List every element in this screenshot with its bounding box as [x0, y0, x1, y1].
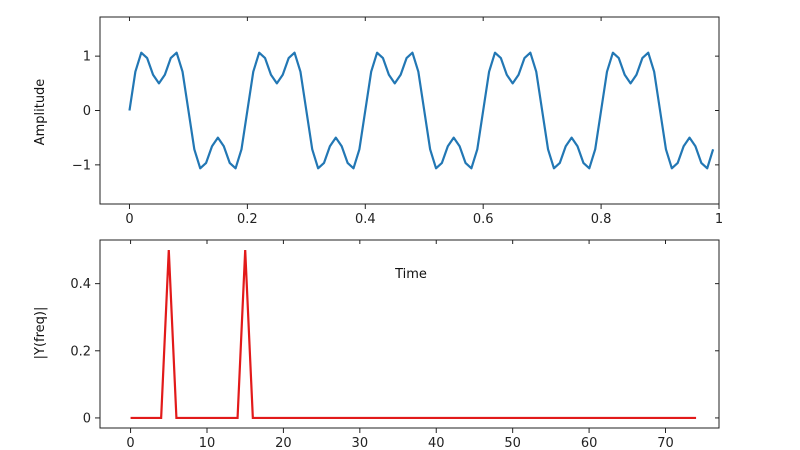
bottom-y-tick-label: 0.4	[70, 277, 91, 292]
panel-frequency-spectrum: 0 10 20 30 40 50 60 70 0 0.2 0.4 Time |Y(freq)|	[33, 239, 720, 450]
top-x-tick-label: 0.6	[473, 212, 494, 227]
axes-frame-bottom	[99, 239, 720, 429]
top-y-tick-label: 0	[83, 104, 91, 119]
bottom-x-tick-label: 10	[199, 436, 216, 450]
top-x-tick-label: 0	[125, 212, 133, 227]
bottom-x-tick-label: 40	[428, 436, 445, 450]
top-x-tick-label: 0.2	[237, 212, 258, 227]
bottom-x-ticks: 0 10 20 30 40 50 60 70	[126, 240, 674, 450]
bottom-y-tick-label: 0	[83, 411, 91, 426]
bottom-x-tick-label: 70	[657, 436, 674, 450]
spectrum-line	[130, 250, 697, 420]
top-y-ticks: 1 0 −1	[72, 50, 719, 173]
top-y-tick-label: −1	[72, 158, 91, 173]
bottom-x-tick-label: 60	[581, 436, 598, 450]
bottom-y-tick-label: 0.2	[70, 344, 91, 359]
top-x-ticks: 0 0.2 0.4 0.6 0.8 1	[125, 17, 723, 227]
bottom-x-tick-label: 50	[504, 436, 521, 450]
bottom-y-ticks: 0 0.2 0.4	[70, 277, 719, 426]
top-x-tick-label: 0.4	[355, 212, 376, 227]
x-axis-label-time: Time	[394, 267, 427, 282]
signal-line	[128, 51, 715, 170]
top-x-tick-label: 1	[715, 212, 723, 227]
y-axis-label-top: Amplitude	[33, 79, 48, 146]
y-axis-label-bottom: |Y(freq)|	[33, 307, 48, 360]
top-y-tick-label: 1	[83, 50, 91, 65]
bottom-x-tick-label: 30	[352, 436, 369, 450]
axes-frame-top	[99, 16, 720, 205]
bottom-x-tick-label: 0	[126, 436, 134, 450]
top-x-tick-label: 0.8	[591, 212, 612, 227]
panel-time-domain: 0 0.2 0.4 0.6 0.8 1 1 0 −1 Amplitude	[33, 16, 723, 227]
bottom-x-tick-label: 20	[275, 436, 292, 450]
